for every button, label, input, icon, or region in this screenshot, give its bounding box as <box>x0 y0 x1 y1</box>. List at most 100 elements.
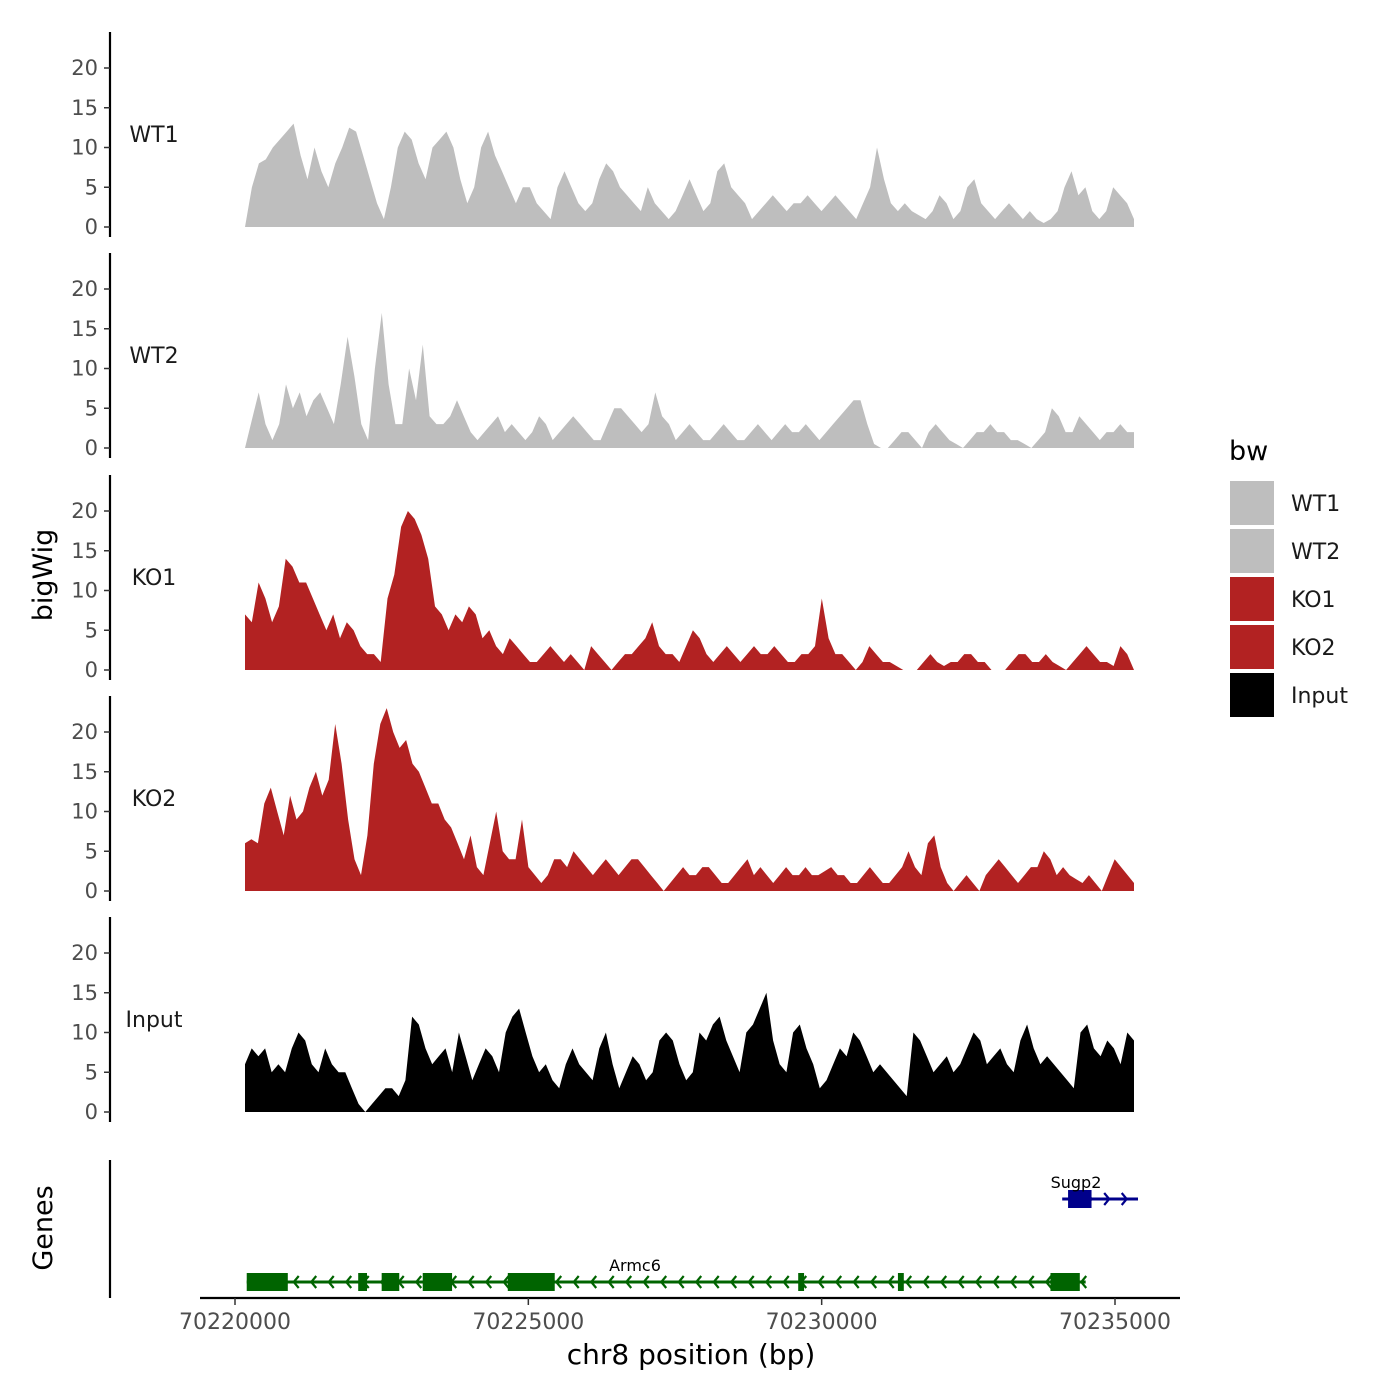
strand-arrow <box>659 1275 668 1289</box>
strand-arrow <box>589 1275 598 1289</box>
gene-label: Armc6 <box>609 1256 661 1275</box>
gene-exon <box>246 1273 288 1291</box>
strand-arrow <box>1103 1192 1111 1206</box>
strand-arrow <box>852 1275 860 1289</box>
gene-exon <box>381 1273 400 1291</box>
gene-label: Sugp2 <box>1051 1173 1102 1192</box>
legend-swatch-ko2 <box>1228 623 1276 671</box>
strand-arrow <box>1009 1275 1018 1289</box>
y-tick-label: 20 <box>71 941 98 965</box>
track-label: WT2 <box>129 344 178 369</box>
y-tick-label: 15 <box>71 760 98 784</box>
strand-arrow <box>327 1275 335 1289</box>
strand-arrow <box>922 1275 930 1289</box>
track-panels: 0 5 10 15 20 WT1 0 5 10 15 20 WT2 0 5 10 15 20 KO1 0 5 10 15 2… <box>71 32 1134 1124</box>
strand-arrow <box>939 1275 948 1289</box>
y-axis-title: bigWig <box>28 529 59 622</box>
track-label: KO1 <box>132 566 177 591</box>
strand-arrow <box>554 1275 563 1289</box>
y-tick-label: 10 <box>71 1021 98 1045</box>
legend-label-input: Input <box>1291 684 1348 709</box>
y-tick-label: 5 <box>85 839 98 863</box>
x-axis-title: chr8 position (bp) <box>567 1338 816 1371</box>
genes-panel: Sugp2 Armc6 <box>108 1160 1138 1298</box>
strand-arrow <box>764 1275 773 1289</box>
strand-arrow <box>642 1275 650 1289</box>
track-ko1: 0 5 10 15 20 KO1 <box>71 475 1134 682</box>
track-wt1: 0 5 10 15 20 WT1 <box>71 32 1134 239</box>
gene-armc6: Armc6 <box>246 1256 1088 1291</box>
strand-arrow <box>834 1275 843 1289</box>
track-area-input <box>245 992 1134 1112</box>
legend-swatch-input <box>1228 671 1276 719</box>
track-ko2: 0 5 10 15 20 KO2 <box>71 696 1134 903</box>
x-tick-label: 70225000 <box>472 1310 584 1335</box>
strand-arrow <box>782 1275 790 1289</box>
legend-swatch-ko1 <box>1228 575 1276 623</box>
y-tick-label: 0 <box>85 1100 98 1124</box>
track-area-wt1 <box>245 123 1134 227</box>
strand-arrow <box>414 1275 423 1289</box>
strand-arrow <box>1120 1192 1129 1206</box>
gene-exon <box>358 1273 367 1291</box>
strand-arrow <box>1044 1275 1053 1289</box>
strand-arrow <box>1079 1275 1088 1289</box>
strand-arrow <box>467 1275 475 1289</box>
gene-exon <box>897 1273 904 1291</box>
strand-arrow <box>572 1275 580 1289</box>
y-tick-label: 20 <box>71 277 98 301</box>
strand-arrow <box>974 1275 983 1289</box>
strand-arrow <box>729 1275 738 1289</box>
gene-exon <box>507 1273 555 1291</box>
y-tick-label: 10 <box>71 136 98 160</box>
track-label: WT1 <box>129 123 178 148</box>
y-tick-label: 5 <box>85 175 98 199</box>
strand-arrow <box>607 1275 615 1289</box>
legend-label-ko2: KO2 <box>1291 636 1336 661</box>
x-tick-label: 70235000 <box>1059 1310 1171 1335</box>
y-tick-label: 10 <box>71 579 98 603</box>
legend-title: bw <box>1229 436 1268 467</box>
track-label: Input <box>126 1008 183 1033</box>
y-tick-label: 15 <box>71 539 98 563</box>
legend-label-wt1: WT1 <box>1291 492 1340 517</box>
strand-arrow <box>904 1275 913 1289</box>
y-tick-label: 15 <box>71 317 98 341</box>
x-axis: 70220000 70225000 70230000 70235000 <box>179 1296 1180 1335</box>
strand-arrow <box>817 1275 825 1289</box>
y-tick-label: 5 <box>85 1060 98 1084</box>
track-input: 0 5 10 15 20 Input <box>71 917 1134 1124</box>
strand-arrow <box>309 1275 318 1289</box>
track-area-ko2 <box>245 708 1134 891</box>
legend-swatch-wt2 <box>1228 527 1276 575</box>
legend-label-ko1: KO1 <box>1291 588 1336 613</box>
track-area-ko1 <box>245 511 1134 670</box>
strand-arrow <box>694 1275 703 1289</box>
strand-arrow <box>887 1275 895 1289</box>
legend: bw WT1 WT2 KO1 KO2 Input <box>1228 436 1348 719</box>
y-tick-label: 20 <box>71 56 98 80</box>
y-tick-label: 10 <box>71 357 98 381</box>
gene-exon <box>798 1273 805 1291</box>
strand-arrow <box>1027 1275 1035 1289</box>
x-tick-label: 70220000 <box>179 1310 291 1335</box>
y-tick-label: 20 <box>71 720 98 744</box>
strand-arrow <box>344 1275 353 1289</box>
gene-exon <box>1050 1273 1080 1291</box>
y-tick-label: 5 <box>85 396 98 420</box>
y-tick-label: 0 <box>85 215 98 239</box>
legend-swatch-wt1 <box>1228 479 1276 527</box>
track-label: KO2 <box>132 787 177 812</box>
strand-arrow <box>992 1275 1000 1289</box>
legend-label-wt2: WT2 <box>1291 540 1340 565</box>
y-tick-label: 15 <box>71 96 98 120</box>
y-tick-label: 0 <box>85 658 98 682</box>
y-tick-label: 0 <box>85 436 98 460</box>
strand-arrow <box>292 1275 300 1289</box>
strand-arrow <box>502 1275 510 1289</box>
strand-arrow <box>869 1275 878 1289</box>
y-tick-label: 0 <box>85 879 98 903</box>
track-area-wt2 <box>245 312 1134 448</box>
strand-arrow <box>712 1275 720 1289</box>
